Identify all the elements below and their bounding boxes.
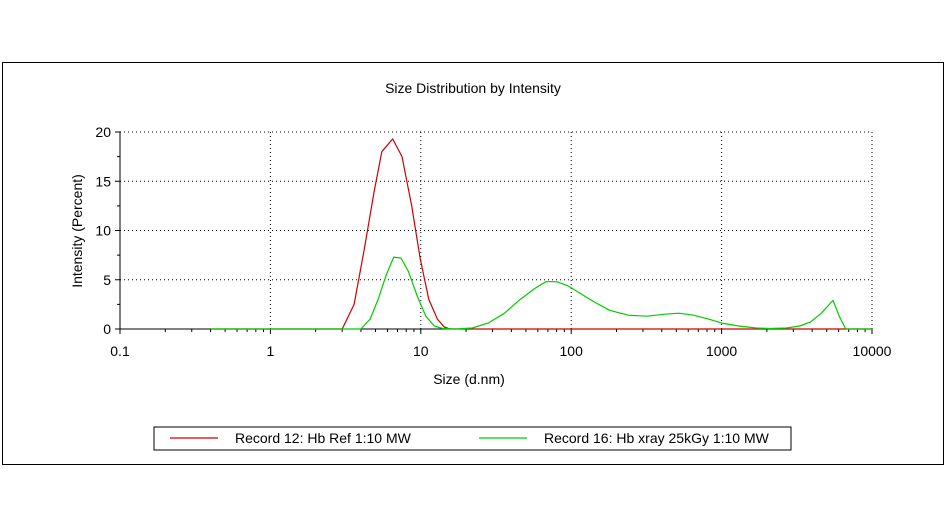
x-tick-label: 10: [413, 343, 429, 359]
y-tick-label: 20: [95, 124, 111, 140]
grid-layer: [120, 131, 873, 329]
legend-label-2: Record 16: Hb xray 25kGy 1:10 MW: [544, 430, 770, 446]
series-line-2: [210, 256, 872, 330]
x-tick-label: 0.1: [110, 343, 130, 359]
x-tick-label: 100: [560, 343, 584, 359]
chart-frame: Size Distribution by Intensity Intensity…: [2, 62, 944, 465]
y-tick-label: 5: [103, 272, 111, 288]
x-tick-label: 1000: [706, 343, 737, 359]
y-tick-label: 0: [103, 321, 111, 337]
legend: Record 12: Hb Ref 1:10 MW Record 16: Hb x…: [153, 426, 792, 451]
x-tick-label: 10000: [853, 343, 892, 359]
y-tick-label: 15: [95, 173, 111, 189]
legend-label-1: Record 12: Hb Ref 1:10 MW: [235, 430, 412, 446]
series-line-1: [210, 138, 872, 330]
series-layer: [210, 138, 872, 330]
y-axis-label: Intensity (Percent): [69, 174, 85, 288]
x-tick-label: 1: [267, 343, 275, 359]
x-axis-label: Size (d.nm): [433, 371, 505, 387]
y-tick-label: 10: [95, 223, 111, 239]
chart-title: Size Distribution by Intensity: [385, 80, 561, 96]
ticks-layer: 0 5 10 15 20 0.1 1 10 100 1000 10000: [95, 124, 891, 359]
legend-box: [153, 426, 792, 451]
intensity-size-chart: Size Distribution by Intensity Intensity…: [69, 80, 892, 451]
